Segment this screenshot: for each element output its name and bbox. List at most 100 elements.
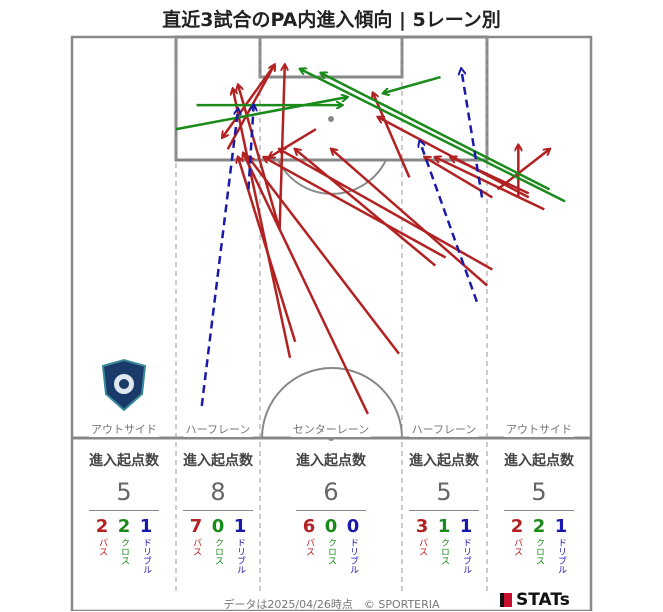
pass-arrow-9 [248,157,400,355]
club-emblem-icon [101,358,147,412]
stat-cross-count: 1 [437,516,451,537]
stat-heading: 進入起点数 [296,453,366,469]
pass-arrow-17 [496,149,550,191]
lane-label-halfspace-right: ハーフレーン [409,421,479,437]
pass-arrow-14 [435,157,545,211]
stat-dribble-label: ドリブル [556,538,566,574]
brand-logo: STATs [500,590,570,610]
stat-total: 8 [210,478,226,506]
stat-cross-label: クロス [534,538,544,565]
stat-breakdown: 3 パス 1 クロス 1 ドリブル [404,516,484,575]
stat-divider [183,510,253,511]
stat-pass-count: 2 [510,516,524,537]
stat-dribble-count: 1 [233,516,247,537]
stat-cross-count: 0 [211,516,225,537]
dribble-arrow-1 [200,109,238,407]
stat-pass-label: パス [97,538,107,556]
stat-pass-label: パス [304,538,314,556]
pass-arrow-4 [278,65,285,230]
stat-divider [409,510,479,511]
stat-heading: 進入起点数 [183,453,253,469]
stat-heading: 進入起点数 [409,453,479,469]
stat-breakdown: 6 パス 0 クロス 0 ドリブル [291,516,371,575]
chart-title: 直近3試合のPA内進入傾向 | 5レーン別 [162,9,501,31]
entry-arrows [175,64,566,415]
penalty-arc [277,159,387,195]
stat-breakdown: 2 パス 2 クロス 1 ドリブル [499,516,579,575]
cross-arrow-5 [300,69,566,203]
stat-cross-count: 0 [324,516,338,537]
pass-arrow-15 [451,157,530,195]
pass-arrow-11 [264,157,447,259]
stat-dribble-count: 1 [459,516,473,537]
stat-total: 5 [436,478,452,506]
stat-dribble: 0 ドリブル [346,516,360,575]
lane-label-outside-right: アウトサイド [504,421,574,437]
stat-breakdown: 2 パス 2 クロス 1 ドリブル [84,516,164,575]
stat-pass: 3 パス [415,516,429,574]
pass-arrow-8 [269,128,317,157]
stat-pass: 7 パス [190,517,203,574]
stat-dribble-label: ドリブル [461,538,471,574]
stat-cross: 2 クロス [117,516,131,574]
stat-pass: 2 パス [95,516,109,574]
stat-cross-label: クロス [326,538,336,565]
stat-pass-label: パス [512,538,522,556]
lane-label-center: センターレーン [290,421,372,437]
pass-arrow-5 [238,85,281,230]
stat-heading: 進入起点数 [89,453,159,469]
stat-pass-label: パス [191,538,201,556]
cross-arrow-4 [321,73,551,191]
stat-dribble-count: 1 [554,516,568,537]
center-circle [261,367,403,439]
stat-dribble: 1 ドリブル [554,516,568,575]
stat-heading: 進入起点数 [504,453,574,469]
cross-arrow-1 [175,97,347,131]
penalty-area [174,35,489,162]
dribble-arrow-2 [247,105,253,190]
lane-label-halfspace-left: ハーフレーン [183,421,253,437]
stat-total: 5 [531,478,547,506]
pass-arrow-6 [243,153,369,415]
dribble-arrow-4 [461,69,484,198]
stat-total: 5 [116,478,132,506]
stat-pass-label: パス [417,538,427,556]
stat-cross: 0 クロス [324,516,338,574]
stat-pass: 2 パス [510,516,524,574]
brand-mark-icon [500,593,512,607]
goal-area [258,35,404,79]
pass-arrow-3 [233,89,292,359]
stat-cross: 2 クロス [532,516,546,574]
brand-name: STATs [516,590,570,610]
stat-pass-count: 3 [415,516,429,537]
stat-cross: 1 クロス [437,516,451,574]
stat-dribble: 1 ドリブル [459,516,473,575]
stat-cross-count: 2 [117,516,131,537]
stat-cross-count: 2 [532,516,546,537]
lane-label-outside-left: アウトサイド [89,421,159,437]
pass-arrow-10 [280,149,494,271]
stat-dribble-count: 1 [139,516,153,537]
stat-divider [504,510,574,511]
stat-cross-label: クロス [439,538,449,565]
stat-divider [296,510,366,511]
stat-dribble-label: ドリブル [348,538,358,574]
pass-arrow-20 [295,149,437,267]
pass-arrow-18 [373,93,411,178]
stat-cross: 0 クロス [211,516,225,574]
stat-dribble-label: ドリブル [141,538,151,574]
cross-arrow-3 [383,75,441,93]
stat-pass-count: 2 [95,516,109,537]
dribble-arrow-3 [420,141,478,303]
stat-pass-count: 6 [302,516,316,537]
penalty-spot [328,116,334,122]
pass-arrow-12 [332,149,489,287]
pitch-lines [70,35,593,611]
stat-dribble: 1 ドリブル [233,516,247,575]
stat-dribble-label: ドリブル [235,538,245,574]
pass-arrow-2 [223,64,276,137]
lane-stats-outside-left: 進入起点数 5 2 パス 2 クロス 1 ドリブル [84,450,164,574]
stat-total: 6 [323,478,339,506]
stat-dribble-count: 0 [346,516,360,537]
